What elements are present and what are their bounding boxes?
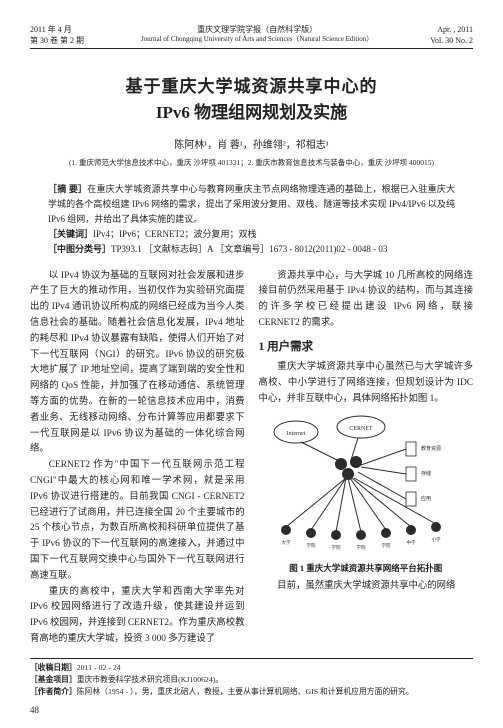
footer-rule: [30, 658, 473, 659]
abstract-block: ［摘 要］在重庆大学城资源共享中心与教育网重庆主节点网络物理连通的基础上，根据已…: [30, 182, 473, 256]
article-title-line2: IPv6 物理组网规划及实施: [30, 101, 473, 125]
abstract-label: ［摘 要］: [48, 184, 87, 194]
header-journal-en: Journal of Chongqing University of Arts …: [141, 35, 373, 45]
clc: ［中图分类号］TP393.1 ［文献标志码］A ［文章编号］1673 - 801…: [48, 242, 455, 257]
footer-block: ［收稿日期］2011 - 02 - 24 ［基金项目］重庆市教委科学技术研究项目…: [30, 662, 473, 698]
svg-text:学院: 学院: [331, 544, 340, 551]
network-topology-diagram: Internet CERNET 教育资源 存储: [266, 412, 466, 552]
svg-text:学院: 学院: [356, 544, 365, 551]
page-header: 2011 年 4 月 第 30 卷 第 2 期 重庆文理学院学报（自然科学版） …: [30, 24, 473, 46]
header-left-vol: 第 30 卷 第 2 期: [30, 35, 84, 46]
svg-text:小学: 小学: [431, 536, 440, 543]
right-p2: 重庆大学城资源共享中心虽然已与大学城许多高校、中小学进行了网络连接，但规划设计为…: [259, 360, 474, 407]
header-right-vol: Vol. 30 No. 2: [430, 35, 473, 46]
author-bio: ［作者简介］陈阿林（1954 - ），男，重庆北碚人，教授，主要从事计算机网络、…: [30, 686, 473, 698]
keywords-text: IPv4；IPv6；CERNET2；波分复用；双栈: [93, 229, 257, 239]
fund-text: 重庆市教委科学技术研究项目(KJ100624)。: [77, 675, 223, 684]
author-text: 陈阿林（1954 - ），男，重庆北碚人，教授，主要从事计算机网络、GIS 和计…: [77, 687, 414, 696]
article-title-line1: 基于重庆大学城资源共享中心的: [30, 75, 473, 99]
left-p3: 重庆的高校中，重庆大学和西南大学率先对 IPv6 校园网络进行了改造升级，使其建…: [30, 585, 245, 648]
authors: 陈阿林¹，肖 蓉¹，孙维翎²，祁相志¹: [30, 139, 473, 153]
section-1-heading: 1 用户需求: [259, 338, 474, 357]
page-number: 48: [30, 704, 473, 717]
right-p1: 资源共享中心，与大学城 10 几所高校的网络连接目前仍然采用基于 IPv4 协议…: [259, 269, 474, 332]
svg-text:应用: 应用: [421, 495, 431, 502]
body-columns: 以 IPv4 协议为基础的互联网对社会发展和进步产生了巨大的推动作用，当初仅作为…: [30, 269, 473, 648]
left-p2: CERNET2 作为"中国下一代互联网示范工程 CNGI"中最大的核心网和唯一学…: [30, 458, 245, 584]
recv-text: 2011 - 02 - 24: [77, 663, 121, 672]
recv-label: ［收稿日期］: [30, 663, 77, 672]
svg-text:大学: 大学: [281, 539, 290, 546]
figure-1: Internet CERNET 教育资源 存储: [259, 412, 474, 575]
cernet-label: CERNET: [349, 426, 373, 432]
svg-text:存储: 存储: [421, 470, 431, 477]
svg-text:学院: 学院: [381, 542, 390, 549]
svg-text:教育资源: 教育资源: [421, 445, 441, 452]
svg-text:中学: 中学: [406, 539, 415, 546]
fund-project: ［基金项目］重庆市教委科学技术研究项目(KJ100624)。: [30, 674, 473, 686]
header-left-date: 2011 年 4 月: [30, 24, 84, 35]
figure-1-caption: 图 1 重庆大学城资源共享网络平台拓扑图: [259, 561, 474, 575]
keywords: ［关键词］IPv4；IPv6；CERNET2；波分复用；双栈: [48, 227, 455, 242]
author-label: ［作者简介］: [30, 687, 77, 696]
right-column: 资源共享中心，与大学城 10 几所高校的网络连接目前仍然采用基于 IPv4 协议…: [259, 269, 474, 648]
header-journal-cn: 重庆文理学院学报（自然科学版）: [141, 24, 373, 35]
right-p3: 目前，虽然重庆大学城资源共享中心的网络: [259, 579, 474, 595]
received-date: ［收稿日期］2011 - 02 - 24: [30, 662, 473, 674]
clc-label: ［中图分类号］: [48, 244, 111, 254]
affiliation: (1. 重庆师范大学信息技术中心，重庆 沙坪坝 401331；2. 重庆市教育信…: [30, 158, 473, 169]
left-p1: 以 IPv4 协议为基础的互联网对社会发展和进步产生了巨大的推动作用，当初仅作为…: [30, 269, 245, 459]
header-rule: [30, 48, 473, 49]
header-right-date: Apr. , 2011: [430, 24, 473, 35]
svg-text:学院: 学院: [306, 542, 315, 549]
left-column: 以 IPv4 协议为基础的互联网对社会发展和进步产生了巨大的推动作用，当初仅作为…: [30, 269, 245, 648]
fund-label: ［基金项目］: [30, 675, 77, 684]
abstract: ［摘 要］在重庆大学城资源共享中心与教育网重庆主节点网络物理连通的基础上，根据已…: [48, 182, 455, 227]
keywords-label: ［关键词］: [48, 229, 93, 239]
abstract-text: 在重庆大学城资源共享中心与教育网重庆主节点网络物理连通的基础上，根据已入驻重庆大…: [48, 184, 455, 224]
clc-text: TP393.1 ［文献标志码］A ［文章编号］1673 - 8012(2011)…: [111, 244, 387, 254]
internet-label: Internet: [286, 431, 305, 437]
